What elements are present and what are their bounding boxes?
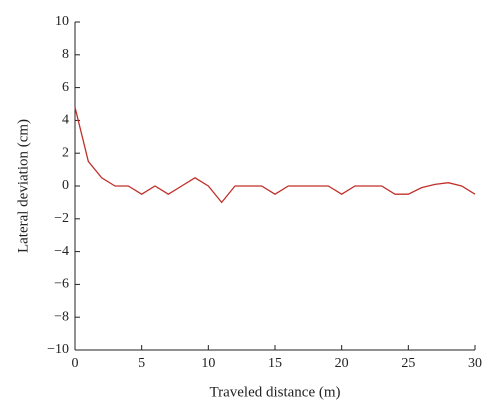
- y-tick-label: 2: [62, 145, 69, 160]
- y-tick-label: −10: [47, 342, 69, 357]
- x-tick-label: 10: [201, 356, 215, 371]
- data-line: [74, 107, 476, 204]
- y-tick-label: 10: [55, 14, 69, 29]
- x-tick-label: 0: [72, 356, 79, 371]
- x-axis-title: Traveled distance (m): [209, 384, 340, 400]
- x-tick-label: 5: [138, 356, 145, 371]
- y-tick-label: 0: [62, 178, 69, 193]
- y-tick-label: 8: [62, 47, 69, 62]
- y-axis-title: Lateral deviation (cm): [15, 119, 31, 253]
- y-tick-label: 4: [62, 113, 69, 128]
- y-tick-label: −4: [54, 244, 69, 259]
- y-tick-label: −8: [54, 309, 69, 324]
- x-tick-label: 15: [268, 356, 282, 371]
- y-tick-label: −2: [54, 211, 69, 226]
- x-tick-label: 25: [401, 356, 415, 371]
- x-tick-label: 30: [468, 356, 482, 371]
- y-tick-label: 6: [62, 80, 69, 95]
- y-tick-label: −6: [54, 277, 69, 292]
- x-tick-label: 20: [335, 356, 349, 371]
